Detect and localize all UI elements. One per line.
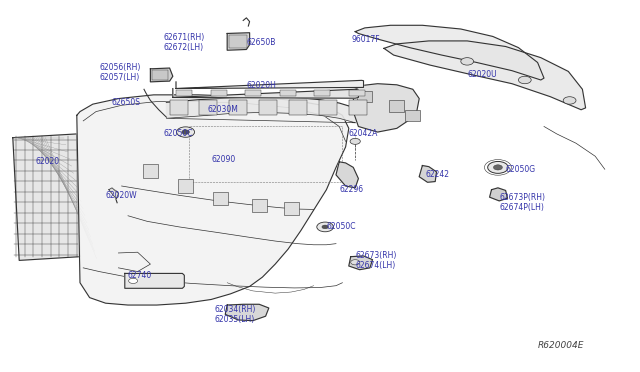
- Bar: [357, 91, 372, 102]
- Polygon shape: [419, 166, 436, 182]
- Circle shape: [322, 225, 328, 229]
- Text: 62020U: 62020U: [467, 70, 497, 79]
- Polygon shape: [150, 68, 173, 82]
- Bar: [176, 90, 192, 96]
- Text: 62050G: 62050G: [506, 165, 536, 174]
- Bar: [152, 70, 168, 80]
- Circle shape: [518, 76, 531, 84]
- Text: 62650B: 62650B: [246, 38, 276, 47]
- Bar: [200, 100, 218, 115]
- Text: 62050C: 62050C: [326, 222, 356, 231]
- Circle shape: [177, 127, 195, 137]
- Text: 62090: 62090: [211, 155, 236, 164]
- Circle shape: [317, 222, 333, 232]
- Polygon shape: [355, 25, 544, 80]
- Text: 62020: 62020: [35, 157, 60, 166]
- Polygon shape: [225, 304, 269, 321]
- Text: 62242: 62242: [426, 170, 450, 179]
- Polygon shape: [384, 41, 586, 110]
- Bar: [349, 100, 367, 115]
- Polygon shape: [77, 95, 349, 305]
- Circle shape: [350, 138, 360, 144]
- Text: 62056(RH)
62057(LH): 62056(RH) 62057(LH): [99, 63, 141, 82]
- Bar: [143, 164, 158, 178]
- Polygon shape: [227, 33, 250, 50]
- Bar: [389, 100, 404, 112]
- Polygon shape: [336, 162, 358, 188]
- Circle shape: [493, 165, 502, 170]
- Circle shape: [129, 278, 138, 283]
- Text: 62020W: 62020W: [106, 191, 137, 200]
- Bar: [211, 90, 227, 96]
- Text: 62673(RH)
62674(LH): 62673(RH) 62674(LH): [355, 251, 397, 270]
- Bar: [405, 110, 420, 121]
- Text: R620004E: R620004E: [538, 341, 584, 350]
- Polygon shape: [490, 188, 508, 201]
- Bar: [213, 192, 228, 205]
- Circle shape: [182, 130, 189, 134]
- Bar: [314, 90, 330, 96]
- Text: 62650S: 62650S: [112, 98, 141, 107]
- Bar: [349, 90, 365, 96]
- Polygon shape: [176, 80, 364, 89]
- Bar: [252, 199, 267, 212]
- Polygon shape: [109, 188, 118, 199]
- Bar: [289, 100, 307, 115]
- Bar: [319, 100, 337, 115]
- Text: 62042A: 62042A: [349, 129, 378, 138]
- Text: 62050C: 62050C: [163, 129, 193, 138]
- Bar: [229, 100, 247, 115]
- Bar: [170, 100, 188, 115]
- Text: 62296: 62296: [339, 185, 364, 194]
- Circle shape: [488, 161, 508, 173]
- Text: 96017F: 96017F: [352, 35, 381, 44]
- Polygon shape: [349, 256, 372, 270]
- Circle shape: [563, 97, 576, 104]
- Bar: [229, 35, 247, 48]
- Polygon shape: [166, 97, 355, 123]
- Text: 62673P(RH)
62674P(LH): 62673P(RH) 62674P(LH): [499, 193, 545, 212]
- Bar: [280, 90, 296, 96]
- Text: 62671(RH)
62672(LH): 62671(RH) 62672(LH): [163, 33, 204, 52]
- Text: 62030M: 62030M: [208, 105, 239, 114]
- Bar: [284, 202, 299, 215]
- Bar: [259, 100, 277, 115]
- Text: 62034(RH)
62035(LH): 62034(RH) 62035(LH): [214, 305, 256, 324]
- Circle shape: [351, 260, 360, 265]
- Text: 62020H: 62020H: [246, 81, 276, 90]
- Polygon shape: [352, 84, 419, 132]
- Polygon shape: [13, 134, 80, 260]
- Text: 62740: 62740: [128, 271, 152, 280]
- Bar: [245, 90, 261, 96]
- Polygon shape: [125, 273, 184, 288]
- Polygon shape: [173, 89, 358, 98]
- Circle shape: [461, 58, 474, 65]
- Bar: [178, 179, 193, 193]
